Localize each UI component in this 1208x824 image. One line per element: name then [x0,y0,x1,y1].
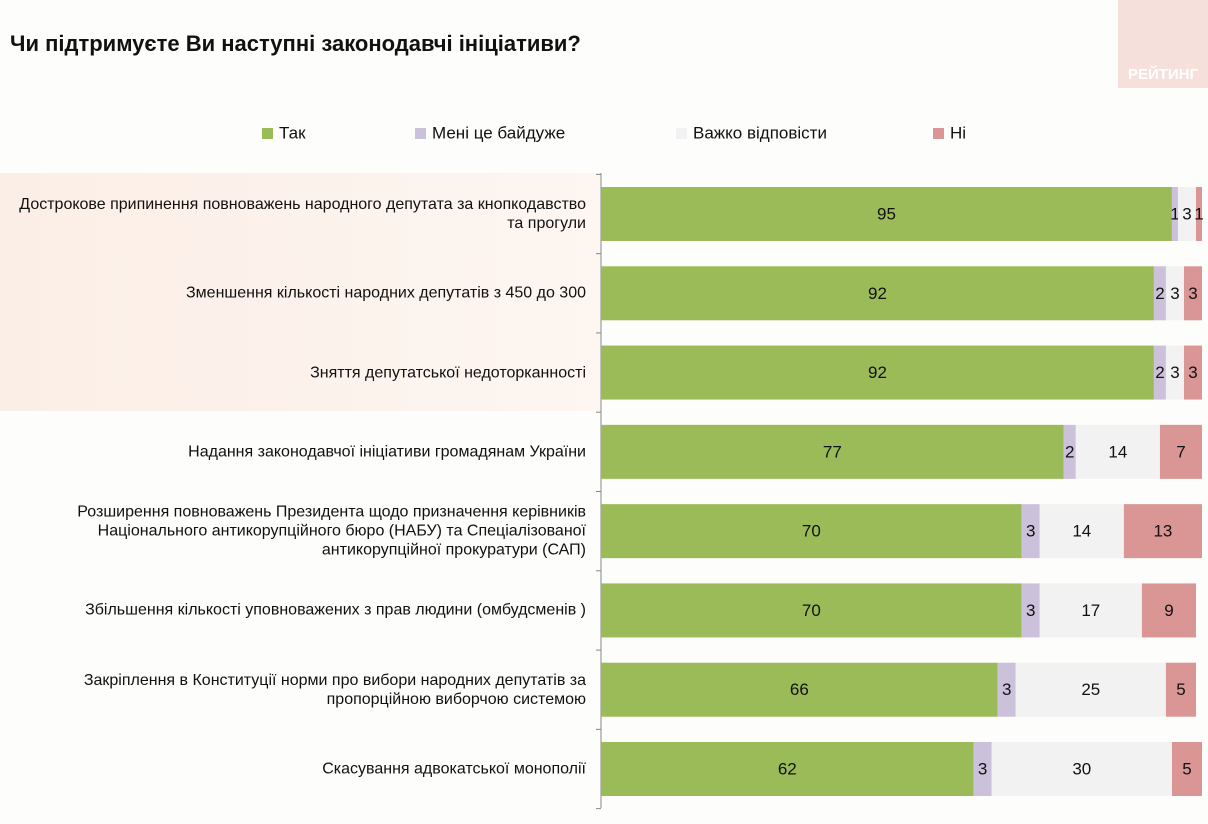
bar-segment [1153,345,1166,400]
value-label: 3 [1182,204,1191,223]
legend-label: Важко відповісти [693,123,827,142]
legend-label: Ні [950,123,966,142]
bar-segment [1039,583,1142,638]
legend-swatch [262,128,273,139]
category-label: Збільшення кількості уповноважених з пра… [85,601,586,619]
highlight [0,173,600,411]
bar-segment [991,742,1172,796]
bar-segment [973,742,992,796]
chart-title: Чи підтримуєте Ви наступні законодавчі і… [10,31,581,56]
value-label: 3 [1170,363,1179,382]
bar-segment [1195,187,1202,241]
value-label: 3 [978,759,987,778]
bar-segment [1123,504,1202,559]
bar-segment [601,187,1172,241]
bar-segment [1039,504,1124,559]
bar-segment [997,662,1016,717]
value-label: 30 [1072,759,1091,778]
legend-swatch [415,128,426,139]
value-label: 3 [1188,284,1197,303]
legend-swatch [933,128,944,139]
value-label: 3 [1170,284,1179,303]
bar-segment [1141,583,1196,638]
legend-swatch [676,128,687,139]
value-label: 62 [778,759,797,778]
bar-segment [1021,583,1040,638]
legend-label: Так [279,123,306,142]
value-label: 5 [1176,680,1185,699]
category-label: Скасування адвокатської монополії [322,760,586,778]
bar-segment [1015,662,1166,717]
bar-segment [1183,345,1202,400]
logo: РЕЙТИНГ [1128,65,1199,83]
bar-segment [1063,424,1076,479]
value-label: 92 [868,284,887,303]
bar-segment [1153,266,1166,321]
bar-segment [1171,187,1178,241]
bar-segment [1177,187,1196,241]
bar-segment [1171,742,1202,796]
value-label: 25 [1081,680,1100,699]
bar-segment [1021,504,1040,559]
bar-segment [1165,662,1196,717]
value-label: 7 [1176,442,1185,461]
bar-segment [1075,424,1160,479]
value-label: 3 [1002,680,1011,699]
value-label: 70 [802,522,821,541]
value-label: 70 [802,601,821,620]
category-label: Зняття депутатської недоторканності [310,364,586,382]
value-label: 77 [823,442,842,461]
value-label: 3 [1026,522,1035,541]
bar-segment [1183,266,1202,321]
value-label: 14 [1108,442,1127,461]
bar-segment [601,662,998,717]
bar-segment [1165,345,1184,400]
category-label: Зменшення кількості народних депутатів з… [186,284,586,302]
value-label: 66 [790,680,809,699]
category-label: Закріплення в Конституції норми про вибо… [83,671,586,708]
value-label: 2 [1065,442,1074,461]
category-label: Розширення повноважень Президента щодо п… [77,503,586,559]
value-label: 1 [1170,204,1179,223]
value-label: 17 [1081,601,1100,620]
category-label: Дострокове припинення повноважень народн… [19,196,586,232]
value-label: 2 [1155,363,1164,382]
category-label: Надання законодавчої ініціативи громадян… [188,443,586,461]
bar-segment [601,583,1022,638]
legend-label: Мені це байдуже [432,123,565,142]
value-label: 13 [1153,522,1172,541]
value-label: 3 [1188,363,1197,382]
value-label: 9 [1164,601,1173,620]
value-label: 5 [1182,759,1191,778]
bar-segment [601,742,974,796]
bar-segment [1165,266,1184,321]
value-label: 1 [1194,204,1203,223]
bar-segment [601,424,1064,479]
bar-segment [601,345,1154,400]
value-label: 14 [1072,522,1091,541]
value-label: 2 [1155,284,1164,303]
value-label: 92 [868,363,887,382]
value-label: 95 [877,204,896,223]
bar-segment [601,504,1022,559]
bar-segment [601,266,1154,321]
bar-segment [1159,424,1202,479]
value-label: 3 [1026,601,1035,620]
logo-box [1118,0,1208,88]
